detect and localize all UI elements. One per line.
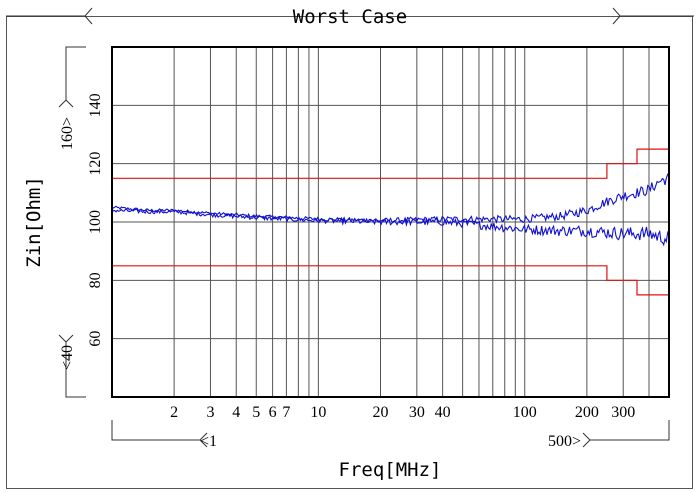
- x-tick-label: 10: [310, 404, 326, 421]
- y-tick-label: 60: [87, 331, 104, 347]
- x-range-bracket: [111, 420, 670, 448]
- series-line-2: [111, 208, 670, 247]
- x-range-low: <1: [200, 433, 217, 450]
- x-tick-label: 300: [611, 404, 635, 421]
- limit-line-upper: [112, 148, 669, 179]
- plot-area-border: [111, 46, 670, 398]
- grid: [112, 47, 669, 397]
- x-tick-label: 6: [269, 404, 277, 421]
- x-tick-label: 4: [232, 404, 240, 421]
- x-tick-label: 200: [575, 404, 599, 421]
- x-tick-label: 30: [409, 404, 425, 421]
- x-axis-label: Freq[MHz]: [339, 459, 442, 481]
- y-range-bracket: [58, 46, 86, 398]
- y-range-low: <40: [59, 345, 76, 370]
- x-tick-label: 5: [252, 404, 260, 421]
- x-tick-label: 7: [282, 404, 290, 421]
- title-bracket-right: [612, 7, 694, 25]
- title-bracket-left: [6, 7, 93, 25]
- y-range-high: 160>: [59, 117, 76, 150]
- x-tick-label: 2: [170, 404, 178, 421]
- x-tick-label: 3: [206, 404, 214, 421]
- y-tick-label: 80: [87, 272, 104, 288]
- chart-title: Worst Case: [293, 6, 407, 28]
- x-tick-label: 40: [435, 404, 451, 421]
- limit-line-lower: [112, 265, 669, 296]
- data-series: [111, 173, 670, 247]
- x-tick-label: 20: [373, 404, 389, 421]
- y-tick-label: 140: [87, 93, 104, 117]
- outer-frame: [6, 16, 693, 489]
- y-tick-label: 120: [87, 152, 104, 176]
- series-line-1: [111, 173, 670, 224]
- y-tick-labels: 60 80 100 120 140: [87, 93, 104, 346]
- y-tick-label: 100: [87, 210, 104, 234]
- x-tick-labels: 2 3 4 5 6 7 10 20 30 40 100 200 300: [170, 404, 635, 421]
- x-tick-label: 100: [513, 404, 537, 421]
- x-range-high: 500>: [548, 433, 581, 450]
- y-axis-label: Zin[Ohm]: [23, 176, 45, 268]
- limit-lines: [112, 148, 669, 296]
